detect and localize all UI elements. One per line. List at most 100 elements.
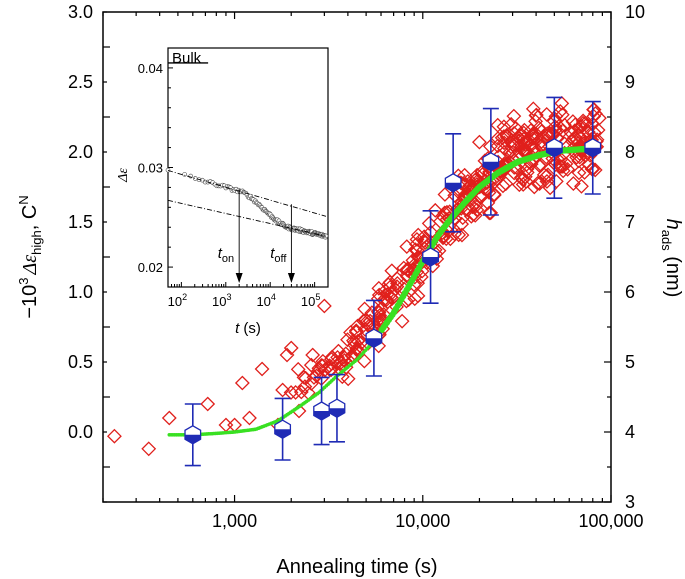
diamond-point [495,178,511,194]
diamond-point [468,198,484,214]
y2-tick-label: 3 [625,492,635,512]
inset-x-tick-label: 103 [212,292,231,309]
diamond-point [571,165,587,181]
diamond-point [322,358,338,374]
diamond-point [394,313,410,329]
main-y2-ticks: 3 4 5 6 7 8 9 10 [604,2,645,512]
y2-tick-label: 4 [625,422,635,442]
x-tick-label: 10,000 [395,511,450,531]
diamond-point [486,186,502,202]
inset-data-point [165,167,171,173]
diamond-point [371,287,387,303]
diamond-point [234,375,250,391]
diamond-point [315,353,331,369]
diamond-point [348,323,364,339]
inset-x-label-unit: (s) [239,320,261,337]
hexagon-fill [445,182,461,192]
diamond-point [569,149,585,165]
diamond-point [141,441,157,457]
diamond-point [383,289,399,305]
diamond-point [254,361,270,377]
diamond-point [275,382,291,398]
diamond-point [389,279,405,295]
diamond-point [511,177,527,193]
diamond-point [515,177,531,192]
diamond-point [499,127,515,143]
diamond-point [467,207,483,223]
main-x-ticks: 1,000 10,000 100,000 [102,12,644,531]
diamond-point [528,108,544,123]
y2-tick-label: 7 [625,212,635,232]
diamond-point [555,159,571,174]
diamond-point [437,187,453,202]
diamond-point [409,243,425,258]
inset-markers: ton toff [218,189,295,283]
diamond-point [490,117,506,133]
diamond-point [316,298,332,314]
diamond-point [586,108,602,124]
diamond-point [454,216,470,232]
diamond-point [333,355,348,371]
diamond-point [563,125,579,141]
diamond-point [578,117,594,133]
inset-x-tick-label: 104 [256,292,275,309]
y-tick-label: 2.5 [68,72,93,92]
x-tick-label: 1,000 [212,511,257,531]
y2-axis-label-unit: (nm) [662,251,684,298]
diamond-point [578,115,593,131]
y-axis-label-exp: 3 [16,277,31,284]
diamond-point [346,333,361,349]
diamond-point [457,167,473,183]
inset-marker-arrow [287,273,295,283]
diamond-point [161,410,177,426]
hexagon-series [184,96,602,467]
diamond-point [574,178,589,194]
hexagon-fill [313,411,330,420]
diamond-point [376,306,392,322]
diamond-point [218,417,234,433]
y2-tick-label: 6 [625,282,635,302]
y-tick-label: 0.5 [68,352,93,372]
diamond-point [506,125,522,141]
diamond-point [539,168,555,184]
diamond-point [309,368,324,384]
diamond-point [469,167,485,183]
inset-y-tick-label: 0.04 [138,61,163,76]
diamond-point [359,313,375,329]
y2-tick-label: 8 [625,142,635,162]
diamond-point [503,139,519,155]
diamond-point [384,263,400,279]
diamond-point [552,120,568,136]
diamond-point [511,133,526,149]
diamond-point [525,131,541,147]
diamond-point [283,340,299,356]
diamond-point [305,347,321,363]
diamond-point [480,195,496,211]
hexagon-fill [422,257,439,266]
inset-marker-label: toff [270,245,287,265]
diamond-point [471,134,487,150]
inset-guide-line [167,170,327,217]
diamond-point [571,153,587,169]
y-tick-label: 1.5 [68,212,93,232]
diamond-point [323,351,339,367]
diamond-point [506,165,522,181]
diamond-point [288,384,304,400]
diamond-point [350,333,366,349]
diamond-point [384,285,400,301]
inset-x-label-sym: t [235,320,240,337]
diamond-point [481,205,497,221]
inset-y-tick-label: 0.03 [138,161,163,176]
y-axis-label-prefix: −10 [19,285,41,319]
inset-data-point [182,172,187,177]
hexagon-fill [184,434,201,444]
y2-axis-label-sub: ads [659,230,674,251]
main-y-ticks: 0.0 0.5 1.0 1.5 2.0 2.5 3.0 [68,2,110,503]
hexagon-fill [546,147,563,157]
diamond-point [242,410,257,426]
inset-lines [167,170,327,237]
hexagon-fill [274,429,291,439]
diamond-point [483,205,499,221]
inset-bulk-label: Bulk [172,50,202,67]
diamond-point [348,324,364,340]
